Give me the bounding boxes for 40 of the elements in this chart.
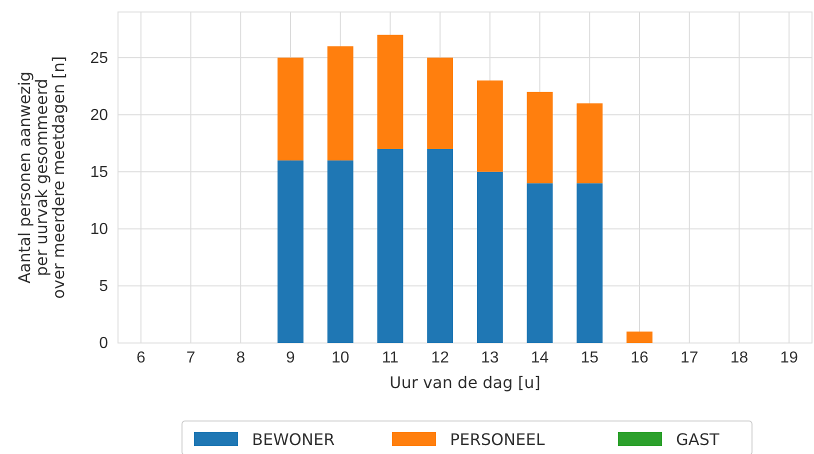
bar <box>526 92 553 184</box>
x-tick-label: 9 <box>286 349 296 366</box>
legend-label: PERSONEEL <box>450 430 545 449</box>
y-tick-label: 15 <box>90 164 108 181</box>
x-tick-label: 18 <box>730 349 748 366</box>
legend-label: BEWONER <box>252 430 335 449</box>
x-tick-label: 13 <box>481 349 499 366</box>
bar <box>327 46 354 160</box>
x-tick-label: 6 <box>136 349 146 366</box>
x-tick-label: 17 <box>680 349 698 366</box>
bar <box>626 332 652 343</box>
bar <box>377 34 404 149</box>
legend-label: GAST <box>676 430 720 449</box>
x-tick-label: 12 <box>431 349 450 366</box>
bar <box>576 103 603 184</box>
x-tick-label: 16 <box>630 349 648 366</box>
x-tick-label: 10 <box>331 349 350 366</box>
y-axis-title: Aantal personen aanwezig per uurvak gesommeerd over meerdere meetdagen [n] <box>15 56 68 299</box>
y-tick-label: 0 <box>99 335 108 352</box>
bar <box>278 160 304 343</box>
y-tick-label: 5 <box>99 278 108 296</box>
x-tick-label: 19 <box>780 349 798 366</box>
x-tick-label: 15 <box>580 349 599 366</box>
x-axis-title: Uur van de dag [u] <box>390 373 540 392</box>
bar <box>476 172 503 343</box>
bar <box>278 58 304 160</box>
bar <box>476 80 503 172</box>
y-tick-label: 25 <box>90 50 108 67</box>
bar <box>427 148 454 343</box>
y-tick-label: 10 <box>90 220 108 238</box>
bar <box>427 58 454 149</box>
x-tick-label: 14 <box>530 349 549 366</box>
bar <box>377 148 404 343</box>
x-tick-label: 11 <box>382 349 399 366</box>
bar <box>327 160 354 343</box>
y-tick-label: 20 <box>90 106 108 124</box>
x-tick-label: 7 <box>186 349 196 366</box>
bar <box>526 183 553 343</box>
bar <box>576 183 603 343</box>
x-tick-label: 8 <box>236 349 246 366</box>
